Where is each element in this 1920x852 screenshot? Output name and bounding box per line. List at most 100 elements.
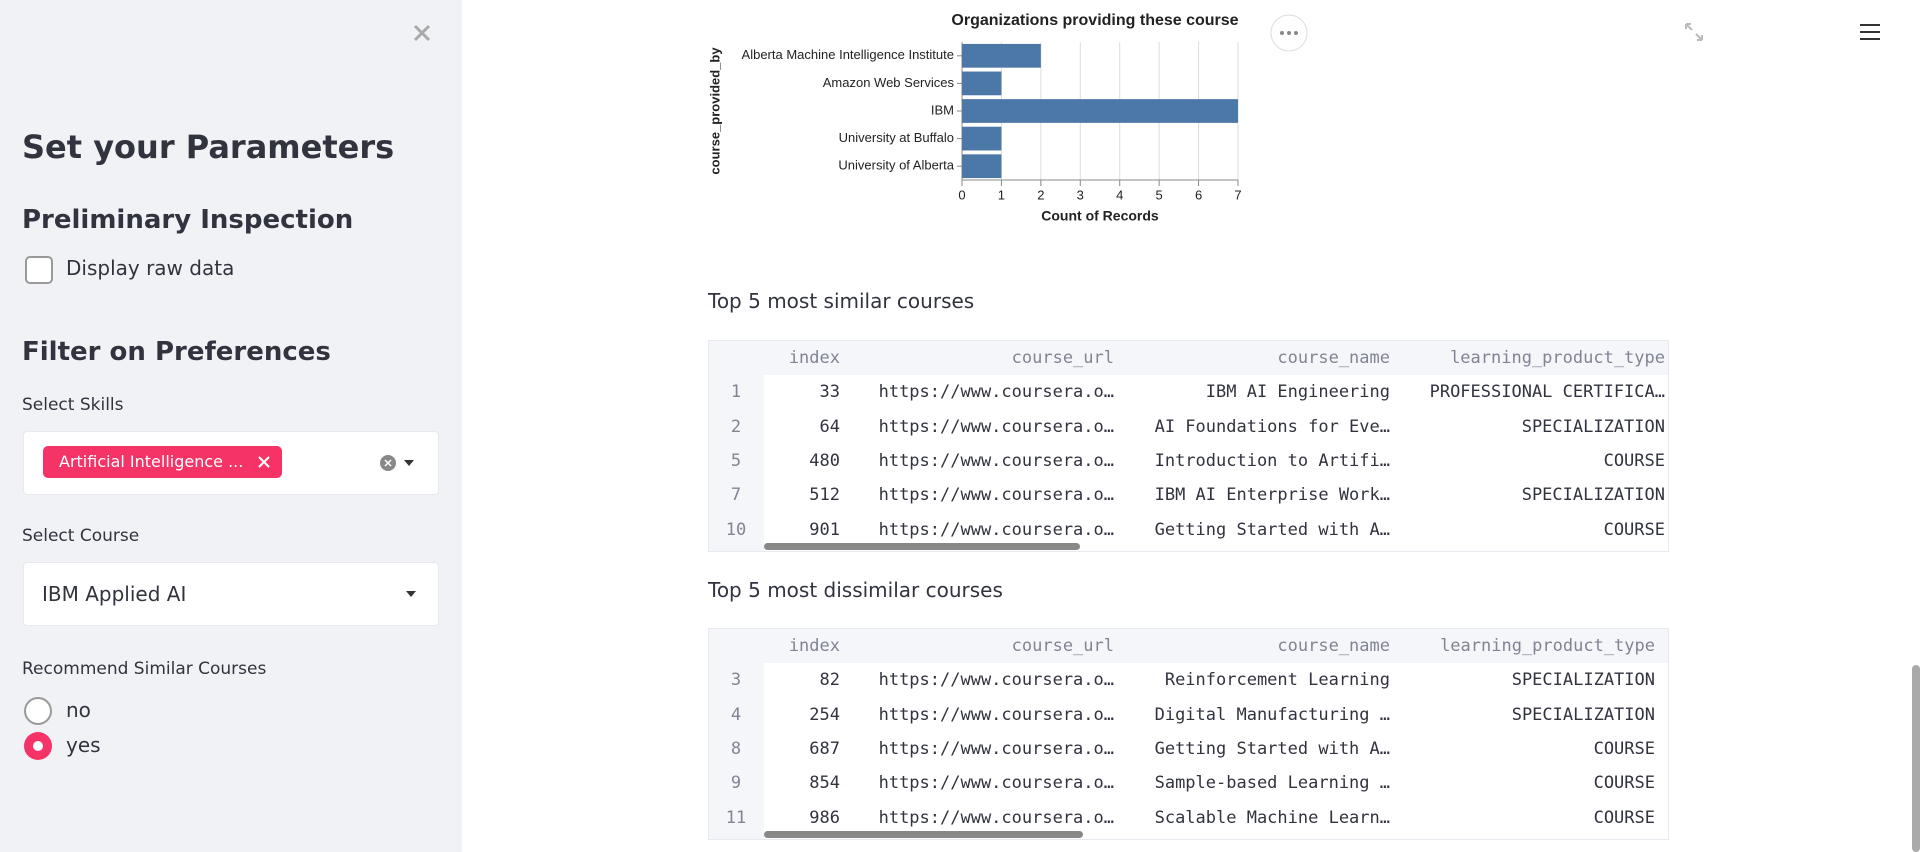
row-index: 9 — [730, 773, 742, 794]
bar — [962, 43, 1041, 68]
table-cell: 254 — [809, 704, 840, 725]
table-cell: https://www.coursera.o… — [878, 485, 1114, 506]
select[interactable]: IBM Applied AI — [23, 562, 439, 626]
table-cell: 512 — [809, 485, 840, 506]
close-button[interactable] — [412, 23, 432, 43]
x-tick-label: 2 — [1037, 187, 1044, 202]
table-scrollbar[interactable] — [764, 542, 1080, 550]
fullscreen-button[interactable] — [1684, 22, 1704, 42]
x-tick-label: 7 — [1234, 187, 1241, 202]
tag-remove[interactable] — [257, 455, 271, 469]
row-index: 7 — [730, 485, 742, 506]
field-label: Select Skills — [22, 395, 124, 415]
section-heading: Filter on Preferences — [22, 337, 331, 367]
table — [708, 628, 1669, 840]
radio-label[interactable]: yes — [66, 733, 101, 757]
table-cell: https://www.coursera.o… — [878, 704, 1114, 725]
table-cell: IBM AI Engineering — [1205, 382, 1390, 403]
sidebar: Set your Parameters Preliminary Inspecti… — [0, 0, 462, 852]
more-button[interactable] — [1270, 14, 1308, 52]
tag-label: Artificial Intelligence ... — [59, 452, 244, 471]
row-index: 10 — [725, 519, 747, 540]
row-index: 8 — [730, 738, 742, 759]
table-cell: https://www.coursera.o… — [878, 773, 1114, 794]
table-cell: AI Foundations for Eve… — [1154, 416, 1390, 437]
table-scrollbar[interactable] — [764, 830, 1083, 838]
select-value: IBM Applied AI — [42, 582, 187, 606]
table-cell: Getting Started with A… — [1154, 738, 1390, 759]
radio-label[interactable]: no — [66, 698, 91, 722]
table-cell: 64 — [819, 416, 840, 437]
table-cell: PROFESSIONAL CERTIFICA… — [1429, 382, 1665, 403]
chart: Organizations providing these course cour… — [707, 12, 1241, 224]
y-tick-label: Amazon Web Services — [823, 75, 955, 90]
bar — [962, 99, 1238, 123]
table-cell: 687 — [809, 738, 840, 759]
column-header[interactable]: course_name — [1277, 348, 1390, 368]
table-cell: COURSE — [1603, 450, 1665, 471]
checkbox-label[interactable]: Display raw data — [66, 256, 235, 280]
table-cell: 901 — [809, 519, 840, 540]
table-cell: https://www.coursera.o… — [878, 382, 1114, 403]
table-header-bg — [709, 629, 1668, 664]
checkbox[interactable] — [25, 256, 53, 284]
table — [708, 340, 1669, 552]
dropdown-arrow — [406, 591, 416, 597]
row-index: 4 — [730, 704, 742, 725]
table-cell: 33 — [819, 382, 840, 403]
column-header[interactable]: learning_product_type — [1440, 636, 1655, 656]
sidebar-title: Set your Parameters — [22, 128, 395, 166]
table-cell: https://www.coursera.o… — [878, 807, 1114, 828]
table-cell: https://www.coursera.o… — [878, 670, 1114, 691]
row-index: 3 — [730, 670, 742, 691]
y-tick-label: Alberta Machine Intelligence Institute — [742, 47, 954, 62]
table-cell: 82 — [819, 670, 840, 691]
section-heading: Preliminary Inspection — [22, 205, 354, 235]
menu-button[interactable] — [1858, 22, 1882, 42]
table-cell: SPECIALIZATION — [1521, 485, 1665, 506]
table-cell: Scalable Machine Learn… — [1154, 807, 1390, 828]
column-header[interactable]: course_url — [1011, 636, 1114, 656]
bar — [962, 126, 1002, 151]
table-cell: https://www.coursera.o… — [878, 416, 1114, 437]
table-cell: COURSE — [1593, 738, 1655, 759]
tag[interactable]: Artificial Intelligence ... — [43, 446, 282, 478]
field-label: Recommend Similar Courses — [22, 659, 267, 679]
column-header[interactable]: course_name — [1277, 636, 1390, 656]
y-tick-label: University of Alberta — [838, 158, 954, 173]
table-cell: https://www.coursera.o… — [878, 519, 1114, 540]
table-cell: COURSE — [1593, 807, 1655, 828]
column-header[interactable]: index — [788, 636, 840, 656]
table-index-bg — [709, 341, 764, 551]
bar — [962, 154, 1002, 179]
multiselect[interactable]: Artificial Intelligence ... — [23, 431, 439, 495]
column-header[interactable]: index — [788, 348, 840, 368]
y-tick-label: IBM — [931, 102, 954, 117]
row-index: 2 — [730, 416, 742, 437]
table-cell: Getting Started with A… — [1154, 519, 1390, 540]
table-cell: https://www.coursera.o… — [878, 450, 1114, 471]
page-scrollbar[interactable] — [1912, 665, 1920, 852]
column-header[interactable]: course_url — [1011, 348, 1114, 368]
radio-selected[interactable] — [24, 732, 52, 760]
row-index: 11 — [725, 807, 747, 828]
x-tick-label: 6 — [1195, 187, 1202, 202]
x-tick-label: 4 — [1116, 187, 1123, 202]
x-tick-label: 3 — [1077, 187, 1084, 202]
column-header[interactable]: learning_product_type — [1450, 348, 1665, 368]
table-cell: https://www.coursera.o… — [878, 738, 1114, 759]
table-cell: SPECIALIZATION — [1511, 704, 1655, 725]
clear-dropdown[interactable] — [379, 454, 419, 472]
x-tick-label: 1 — [998, 187, 1005, 202]
radio[interactable] — [24, 697, 52, 725]
table-cell: Digital Manufacturing … — [1154, 704, 1390, 725]
table-cell: COURSE — [1593, 773, 1655, 794]
table-title: Top 5 most dissimilar courses — [708, 578, 1003, 602]
x-tick-label: 0 — [958, 187, 965, 202]
table-cell: 986 — [809, 807, 840, 828]
x-axis-title: Count of Records — [1041, 208, 1159, 224]
table-cell: 854 — [809, 773, 840, 794]
row-index: 1 — [730, 382, 742, 403]
table-cell: SPECIALIZATION — [1511, 670, 1655, 691]
